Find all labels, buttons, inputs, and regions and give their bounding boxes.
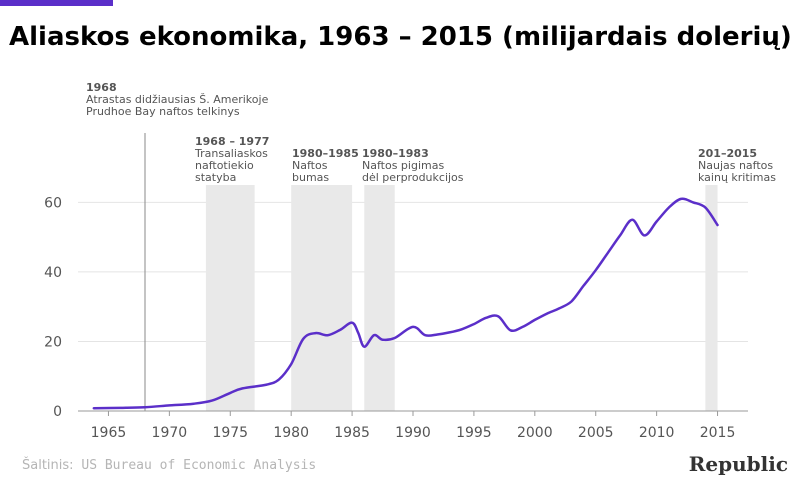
source-label: Šaltinis: <box>22 458 74 473</box>
y-tick-label: 0 <box>53 404 62 420</box>
y-tick-label: 40 <box>44 265 62 281</box>
accent-bar <box>0 0 113 6</box>
annotation-text: dėl perprodukcijos <box>362 171 464 184</box>
source-note: Šaltinis: US Bureau of Economic Analysis <box>22 458 316 473</box>
x-tick-label: 1985 <box>334 425 370 441</box>
annotation-text: Naftos <box>292 159 328 172</box>
x-tick-label: 1970 <box>152 425 188 441</box>
event-band <box>705 185 718 411</box>
x-tick-label: 2000 <box>517 425 553 441</box>
annotation-text: Atrastas didžiausias Š. Amerikoje <box>86 93 269 106</box>
x-tick-label: 2005 <box>578 425 614 441</box>
annotation-text: kainų kritimas <box>698 171 776 184</box>
annotation-text: Naftos pigimas <box>362 159 444 172</box>
annotation-text: statyba <box>195 171 236 184</box>
annotation-title: 201–2015 <box>698 147 757 160</box>
x-tick-label: 1965 <box>91 425 127 441</box>
x-tick-label: 2015 <box>700 425 736 441</box>
annotation-text: bumas <box>292 171 329 184</box>
annotation-text: naftotiekio <box>195 159 254 172</box>
annotation-title: 1980–1985 <box>292 147 359 160</box>
series-line <box>92 197 719 410</box>
event-band <box>364 185 395 411</box>
y-tick-label: 20 <box>44 334 62 350</box>
event-band <box>205 185 255 411</box>
source-name: US Bureau of Economic Analysis <box>81 458 317 473</box>
annotation-title: 1980–1983 <box>362 147 429 160</box>
x-tick-label: 2010 <box>639 425 675 441</box>
annotation-text: Naujas naftos <box>698 159 773 172</box>
annotation-title: 1968 – 1977 <box>195 135 269 148</box>
x-tick-label: 1995 <box>456 425 492 441</box>
chart-title: Aliaskos ekonomika, 1963 – 2015 (milijar… <box>9 22 792 52</box>
x-tick-label: 1975 <box>212 425 248 441</box>
x-tick-label: 1980 <box>273 425 309 441</box>
event-band <box>291 185 353 411</box>
y-tick-label: 60 <box>44 195 62 211</box>
annotation-text: Prudhoe Bay naftos telkinys <box>86 105 240 118</box>
publisher-logo: Republic <box>688 452 788 476</box>
x-tick-label: 1990 <box>395 425 431 441</box>
annotation-title: 1968 <box>86 81 117 94</box>
annotation-text: Transaliaskos <box>194 147 268 160</box>
